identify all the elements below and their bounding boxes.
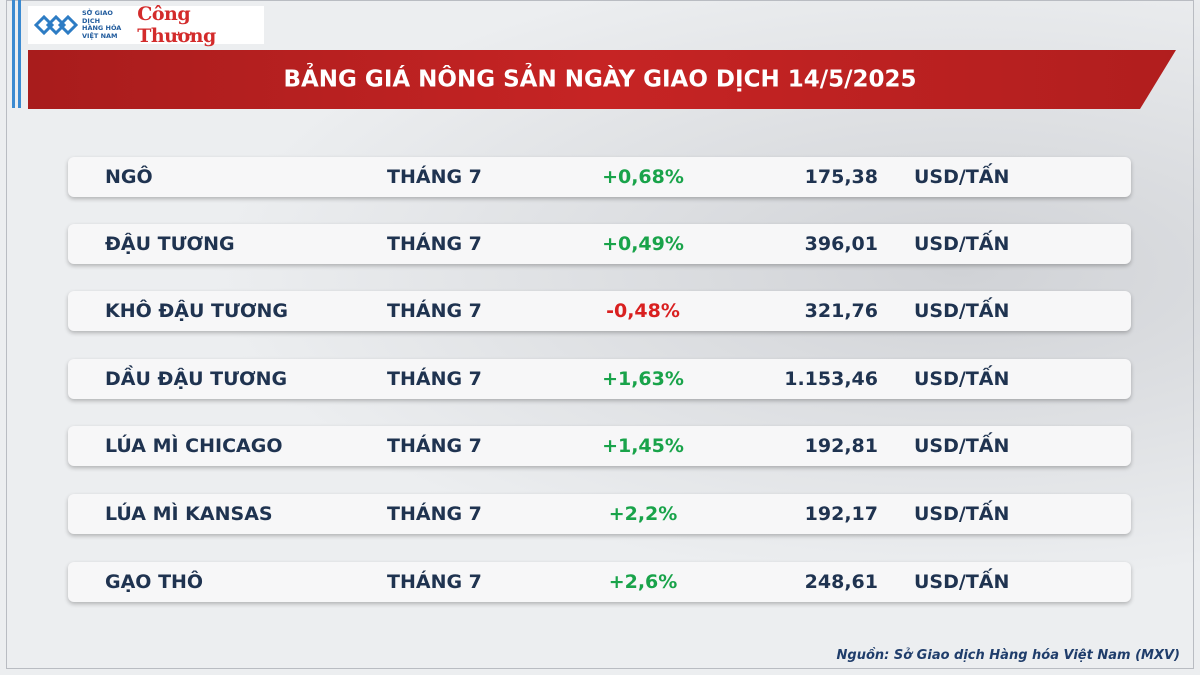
unit: USD/TẤN bbox=[914, 368, 1010, 390]
commodity: LÚA MÌ CHICAGO bbox=[105, 435, 283, 457]
title: BẢNG GIÁ NÔNG SẢN NGÀY GIAO DỊCH 14/5/20… bbox=[283, 63, 916, 93]
contract-month: THÁNG 7 bbox=[387, 503, 482, 525]
change: +2,2% bbox=[608, 503, 678, 525]
title-banner: BẢNG GIÁ NÔNG SẢN NGÀY GIAO DỊCH 14/5/20… bbox=[28, 50, 1176, 109]
contract-month: THÁNG 7 bbox=[387, 233, 482, 255]
change: +2,6% bbox=[608, 571, 678, 593]
unit: USD/TẤN bbox=[914, 435, 1010, 457]
price: 321,76 bbox=[804, 300, 878, 322]
unit: USD/TẤN bbox=[914, 571, 1010, 593]
price: 192,81 bbox=[804, 435, 878, 457]
logo: SỞ GIAO DỊCH HÀNG HÓA VIỆT NAM Công Thươ… bbox=[28, 3, 264, 47]
commodity: ĐẬU TƯƠNG bbox=[105, 233, 235, 255]
logo-line: VIỆT NAM bbox=[82, 31, 118, 40]
price: 396,01 bbox=[804, 233, 878, 255]
table-row: LÚA MÌ KANSAS THÁNG 7 +2,2% 192,17 USD/TẤN bbox=[68, 494, 1131, 534]
commodity: LÚA MÌ KANSAS bbox=[105, 503, 273, 525]
table-row: NGÔ THÁNG 7 +0,68% 175,38 USD/TẤN bbox=[68, 157, 1131, 197]
price: 192,17 bbox=[804, 503, 878, 525]
accent bbox=[18, 0, 21, 108]
unit: USD/TẤN bbox=[914, 233, 1010, 255]
logo-line: SỞ GIAO DỊCH bbox=[82, 9, 113, 25]
contract-month: THÁNG 7 bbox=[387, 368, 482, 390]
change: +0,68% bbox=[602, 166, 684, 188]
contract-month: THÁNG 7 bbox=[387, 435, 482, 457]
price: 1.153,46 bbox=[784, 368, 878, 390]
accent bbox=[12, 0, 15, 108]
contract-month: THÁNG 7 bbox=[387, 166, 482, 188]
change: +1,63% bbox=[602, 368, 684, 390]
logo-line: HÀNG HÓA bbox=[82, 24, 122, 32]
price: 175,38 bbox=[804, 166, 878, 188]
change: +0,49% bbox=[602, 233, 684, 255]
unit: USD/TẤN bbox=[914, 503, 1010, 525]
source: Nguồn: Sở Giao dịch Hàng hóa Việt Nam (M… bbox=[836, 648, 1180, 663]
change: +1,45% bbox=[602, 435, 684, 457]
brand: Công Thương bbox=[137, 3, 216, 47]
commodity: NGÔ bbox=[105, 166, 153, 188]
table-row: DẦU ĐẬU TƯƠNG THÁNG 7 +1,63% 1.153,46 USD/TẤ… bbox=[68, 359, 1131, 399]
table-row: LÚA MÌ CHICAGO THÁNG 7 +1,45% 192,81 USD/TẤN bbox=[68, 426, 1131, 466]
unit: USD/TẤN bbox=[914, 166, 1010, 188]
commodity: GẠO THÔ bbox=[105, 571, 204, 593]
commodity: DẦU ĐẬU TƯƠNG bbox=[105, 368, 288, 390]
table-row: GẠO THÔ THÁNG 7 +2,6% 248,61 USD/TẤN bbox=[68, 562, 1131, 602]
commodity: KHÔ ĐẬU TƯƠNG bbox=[105, 300, 288, 322]
table-row: KHÔ ĐẬU TƯƠNG THÁNG 7 -0,48% 321,76 USD/TẤN bbox=[68, 291, 1131, 331]
price: 248,61 bbox=[804, 571, 878, 593]
table-row: ĐẬU TƯƠNG THÁNG 7 +0,49% 396,01 USD/TẤN bbox=[68, 224, 1131, 264]
frame bbox=[6, 0, 1194, 669]
logo-icon bbox=[34, 14, 79, 36]
contract-month: THÁNG 7 bbox=[387, 571, 482, 593]
contract-month: THÁNG 7 bbox=[387, 300, 482, 322]
change: -0,48% bbox=[606, 300, 680, 322]
logo-text: SỞ GIAO DỊCH HÀNG HÓA VIỆT NAM bbox=[82, 9, 129, 40]
unit: USD/TẤN bbox=[914, 300, 1010, 322]
